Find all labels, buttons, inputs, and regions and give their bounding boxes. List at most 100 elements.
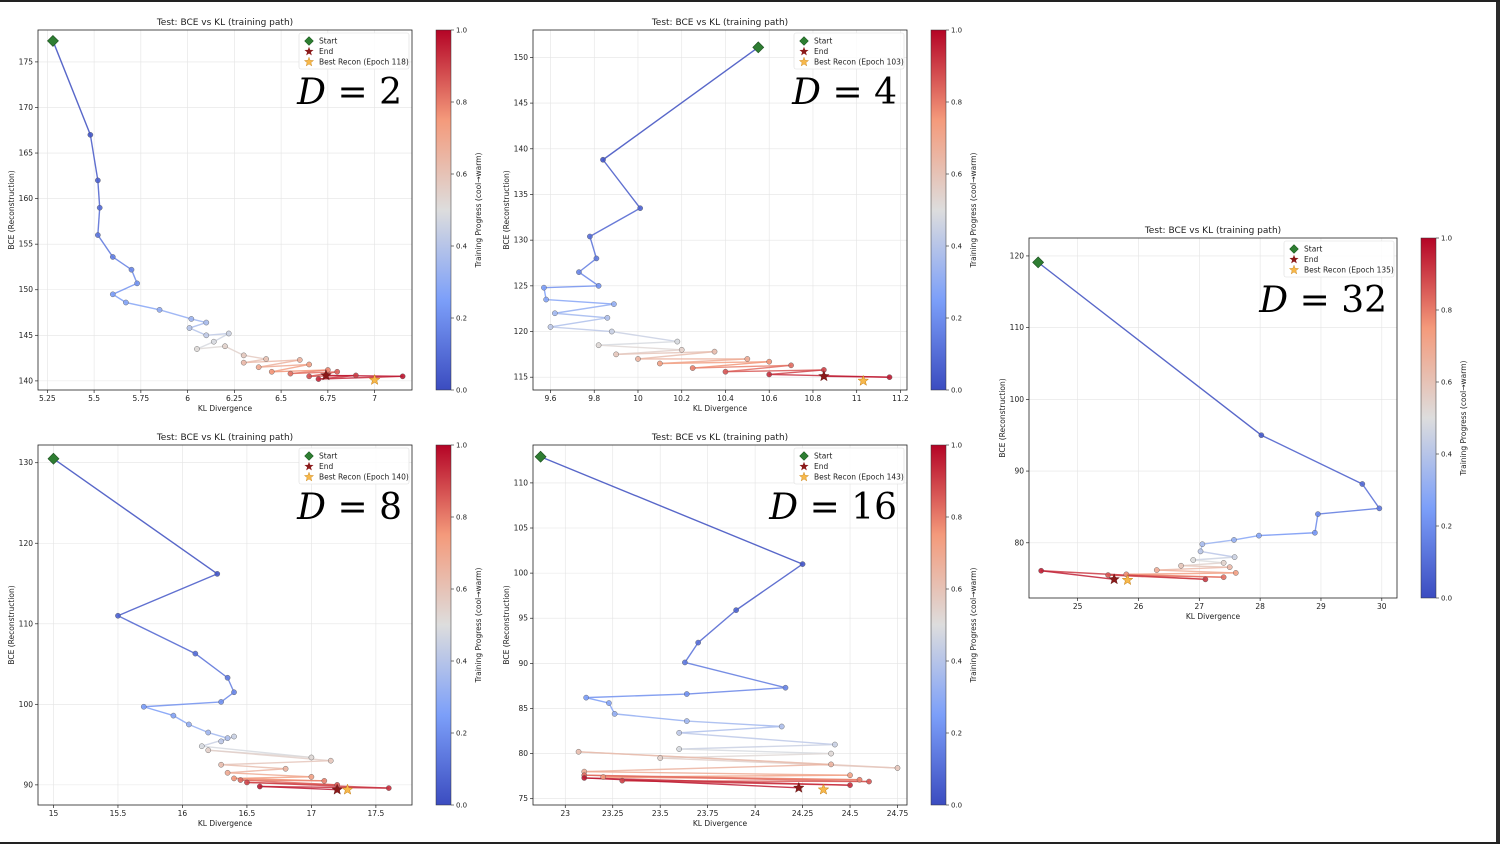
path-segment [692, 360, 770, 369]
data-point [1202, 576, 1209, 583]
data-point [87, 132, 94, 138]
path-segment [697, 609, 737, 644]
path-segment [1202, 539, 1235, 545]
path-segment [692, 364, 792, 369]
y-axis-label: BCE (Reconstruction) [7, 170, 16, 249]
data-point [240, 352, 247, 359]
path-segment [206, 332, 229, 337]
x-tick-label: 7 [372, 394, 377, 403]
data-point [95, 232, 101, 238]
legend-entry: End [1304, 255, 1318, 264]
y-tick-label: 120 [19, 539, 34, 548]
data-point [237, 777, 244, 783]
legend-end-symbol [799, 46, 809, 56]
colorbar-tick-label: 0.4 [1441, 451, 1453, 459]
x-tick-label: 24.75 [887, 809, 909, 818]
data-point [611, 301, 617, 307]
x-tick-label: 10.6 [761, 394, 778, 403]
legend-entry: End [814, 462, 828, 471]
legend-start-symbol [1289, 244, 1299, 254]
data-point [1233, 570, 1239, 576]
end-marker [1108, 573, 1120, 585]
y-axis-label: BCE (Reconstruction) [998, 378, 1007, 457]
data-point [257, 783, 263, 790]
path-segment [684, 661, 786, 689]
y-tick-label: 95 [518, 614, 528, 623]
y-tick-label: 150 [514, 53, 529, 62]
colorbar-tick-label: 1.0 [1441, 235, 1452, 243]
data-point [683, 718, 690, 724]
x-axis-label: KL Divergence [1186, 612, 1241, 621]
colorbar-tick-label: 0.0 [951, 802, 962, 810]
data-point [95, 177, 101, 184]
path-segment [112, 282, 138, 295]
path-segment [1041, 570, 1115, 581]
y-tick-label: 175 [19, 57, 34, 66]
chart-title: Test: BCE vs KL (training path) [651, 18, 788, 28]
legend-entry: Start [319, 37, 337, 46]
data-point [128, 266, 135, 273]
colorbar-tick-label: 0.4 [951, 658, 963, 666]
path-segment [686, 687, 786, 695]
data-point [244, 779, 250, 786]
data-point [205, 729, 212, 736]
data-point [231, 775, 237, 782]
path-segment [1314, 513, 1319, 533]
colorbar [435, 29, 452, 391]
path-segment [1361, 483, 1380, 509]
path-segment [679, 725, 782, 734]
data-point [788, 362, 794, 369]
legend-box [793, 447, 905, 485]
data-point [581, 775, 588, 781]
colorbar [1420, 237, 1437, 599]
y-tick-label: 125 [514, 281, 529, 290]
path-segment [53, 458, 218, 575]
end-marker [331, 783, 343, 795]
data-point [123, 299, 129, 306]
colorbar-tick-label: 0.8 [456, 99, 467, 107]
colorbar [930, 444, 947, 806]
data-point [1231, 554, 1238, 560]
legend-end-symbol [799, 461, 809, 471]
data-point [399, 373, 406, 380]
data-point [595, 283, 602, 289]
path-segment [189, 327, 207, 336]
data-point [1105, 572, 1111, 578]
x-tick-label: 11.2 [892, 394, 909, 403]
chart-title: Test: BCE vs KL (training path) [1144, 226, 1281, 236]
x-tick-label: 23.25 [602, 809, 624, 818]
path-segment [325, 374, 403, 378]
legend-entry: Best Recon (Epoch 135) [1304, 266, 1394, 275]
colorbar-label: Training Progress (cool→warm) [1459, 360, 1468, 476]
colorbar-tick-label: 0.0 [456, 802, 467, 810]
data-point [218, 761, 224, 768]
legend-start-symbol [799, 36, 809, 46]
path-segment [769, 369, 824, 376]
data-point [847, 782, 853, 788]
data-point [1231, 537, 1237, 543]
path-segment [97, 180, 101, 208]
legend-end-symbol [1289, 254, 1299, 264]
x-tick-label: 9.6 [545, 394, 557, 403]
path-segment [540, 456, 803, 565]
data-point [186, 325, 193, 331]
path-segment [1126, 572, 1236, 576]
chart-3: Test: BCE vs KL (training path) 15 15.5 16 1… [7, 433, 483, 828]
data-point [608, 328, 615, 335]
colorbar-tick-label: 0.6 [456, 586, 468, 594]
dimension-annotation: D = 4 [791, 72, 897, 113]
path-segment [679, 732, 835, 746]
y-tick-label: 80 [518, 749, 528, 758]
path-segment [554, 303, 615, 314]
data-point [218, 699, 224, 705]
dimension-annotation: D = 16 [768, 487, 897, 528]
y-axis-label: BCE (Reconstruction) [7, 585, 16, 664]
y-tick-label: 100 [514, 569, 529, 578]
path-segment [585, 696, 610, 704]
y-tick-label: 145 [514, 99, 529, 108]
dimension-annotation: D = 8 [296, 487, 402, 528]
plot-area [532, 29, 908, 391]
data-point [682, 659, 688, 666]
data-point [799, 561, 806, 567]
data-point [255, 364, 262, 371]
